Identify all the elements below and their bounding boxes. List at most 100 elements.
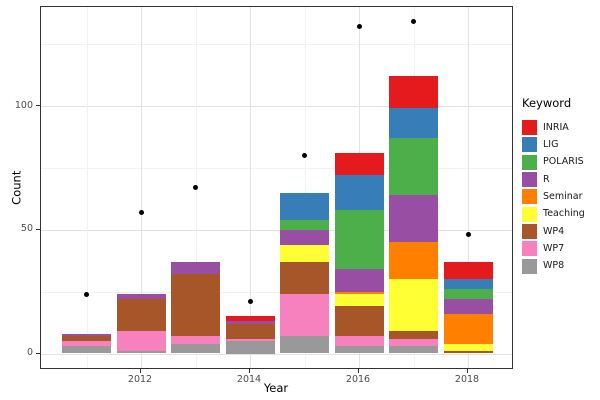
bar-segment-r-2014 bbox=[225, 321, 275, 324]
bar-segment-wp8-2011 bbox=[62, 346, 111, 354]
x-tick-label: 2016 bbox=[345, 374, 371, 385]
bar-segment-teaching-2017 bbox=[389, 279, 438, 332]
bar-segment-r-2011 bbox=[62, 333, 111, 337]
x-tick-label: 2012 bbox=[127, 374, 153, 385]
y-axis-tick bbox=[36, 228, 40, 230]
x-minor-gridline bbox=[304, 7, 306, 368]
bar-segment-wp7-2014 bbox=[225, 338, 275, 342]
bar-segment-seminar-2018 bbox=[443, 313, 493, 344]
bar-segment-lig-2018 bbox=[443, 279, 493, 290]
bar-segment-r-2017 bbox=[389, 195, 438, 243]
legend-entry-wp4: WP4 bbox=[522, 223, 585, 240]
bar-segment-r-2015 bbox=[280, 229, 329, 245]
total-point-2016 bbox=[356, 24, 362, 30]
bar-segment-inria-2014 bbox=[225, 316, 275, 322]
x-axis-title: Year bbox=[263, 381, 289, 395]
legend-entry-lig: LIG bbox=[522, 136, 585, 153]
legend-entry-label: INRIA bbox=[543, 121, 569, 133]
bar-segment-seminar-2017 bbox=[389, 242, 438, 280]
bar-segment-wp4-2011 bbox=[62, 336, 111, 342]
total-point-2017 bbox=[411, 19, 416, 25]
bar-segment-wp8-2012 bbox=[116, 351, 166, 354]
x-major-gridline bbox=[141, 7, 142, 368]
bar-segment-seminar-2016 bbox=[334, 291, 384, 295]
x-axis-tick bbox=[358, 369, 359, 373]
legend-entry-label: WP4 bbox=[543, 225, 565, 237]
bar-segment-wp4-2016 bbox=[334, 306, 384, 337]
y-tick-label: 100 bbox=[14, 99, 33, 111]
bar-segment-wp4-2017 bbox=[389, 331, 438, 339]
y-major-gridline bbox=[41, 353, 512, 355]
legend-title: Keyword bbox=[522, 96, 572, 110]
bar-segment-teaching-2016 bbox=[334, 294, 384, 307]
legend: Keyword INRIA LIG POLARIS R Seminar Teaching W… bbox=[522, 96, 585, 275]
bar-segment-wp7-2013 bbox=[171, 336, 220, 344]
legend-entry-polaris: POLARIS bbox=[522, 154, 585, 171]
bar-segment-wp8-2016 bbox=[334, 346, 384, 354]
legend-key-swatch bbox=[522, 223, 537, 239]
legend-entry-label: WP8 bbox=[543, 260, 565, 272]
legend-entry-inria: INRIA bbox=[522, 119, 585, 136]
bar-segment-r-2018 bbox=[443, 299, 493, 314]
bar-segment-wp8-2014 bbox=[225, 341, 275, 354]
legend-key-swatch bbox=[522, 189, 537, 205]
bar-segment-wp8-2017 bbox=[389, 346, 438, 354]
x-minor-gridline bbox=[86, 7, 88, 368]
bar-segment-wp4-2015 bbox=[280, 261, 329, 295]
y-minor-gridline bbox=[41, 291, 512, 293]
bar-segment-r-2013 bbox=[171, 261, 220, 275]
bar-segment-wp4-2013 bbox=[171, 274, 220, 337]
y-minor-gridline bbox=[41, 44, 512, 46]
total-point-2018 bbox=[465, 232, 471, 238]
x-axis-tick bbox=[140, 369, 141, 373]
legend-key-swatch bbox=[522, 137, 537, 153]
total-point-2011 bbox=[84, 291, 89, 297]
legend-entry-r: R bbox=[522, 171, 585, 188]
bar-segment-wp8-2013 bbox=[171, 343, 220, 354]
y-major-gridline bbox=[41, 106, 512, 107]
y-axis-tick bbox=[36, 352, 40, 354]
x-tick-label: 2018 bbox=[454, 374, 480, 385]
legend-key-swatch bbox=[522, 206, 537, 222]
bar-segment-r-2012 bbox=[116, 294, 166, 300]
legend-key-swatch bbox=[522, 241, 537, 257]
bar-segment-wp7-2012 bbox=[116, 331, 166, 352]
total-point-2013 bbox=[193, 185, 198, 191]
legend-entry-label: Seminar bbox=[543, 191, 583, 203]
x-tick-label: 2014 bbox=[236, 374, 262, 385]
bar-segment-polaris-2018 bbox=[443, 289, 493, 300]
legend-entry-label: WP7 bbox=[543, 242, 565, 254]
legend-entry-teaching: Teaching bbox=[522, 205, 585, 222]
bar-segment-wp7-2011 bbox=[62, 341, 111, 347]
bar-segment-wp4-2014 bbox=[225, 323, 275, 339]
total-point-2012 bbox=[138, 209, 144, 215]
bar-segment-teaching-2015 bbox=[280, 244, 329, 262]
legend-key-swatch bbox=[522, 172, 537, 188]
y-major-gridline bbox=[41, 229, 512, 231]
bar-segment-polaris-2016 bbox=[334, 209, 384, 270]
bar-segment-inria-2017 bbox=[389, 76, 438, 109]
x-major-gridline bbox=[468, 7, 469, 368]
bar-segment-wp7-2016 bbox=[334, 336, 384, 347]
y-axis-tick bbox=[36, 105, 40, 106]
y-minor-gridline bbox=[41, 167, 512, 169]
bar-segment-teaching-2018 bbox=[443, 343, 493, 352]
x-major-gridline bbox=[250, 7, 251, 368]
legend-entry-label: LIG bbox=[543, 139, 559, 151]
y-axis-title: Count bbox=[9, 170, 24, 205]
legend-entry-seminar: Seminar bbox=[522, 188, 585, 205]
bar-segment-wp7-2017 bbox=[389, 338, 438, 347]
legend-key-swatch bbox=[522, 120, 537, 136]
x-axis-tick bbox=[249, 369, 250, 373]
total-point-2014 bbox=[247, 299, 253, 305]
bar-segment-polaris-2017 bbox=[389, 138, 438, 196]
legend-key-swatch bbox=[522, 258, 537, 274]
legend-entry-label: R bbox=[543, 173, 550, 185]
legend-entry-wp8: WP8 bbox=[522, 257, 585, 274]
x-axis-tick bbox=[467, 369, 468, 373]
bar-segment-lig-2017 bbox=[389, 108, 438, 139]
bar-segment-wp4-2012 bbox=[116, 299, 166, 332]
total-point-2015 bbox=[302, 153, 307, 158]
bar-segment-wp8-2015 bbox=[280, 336, 329, 354]
